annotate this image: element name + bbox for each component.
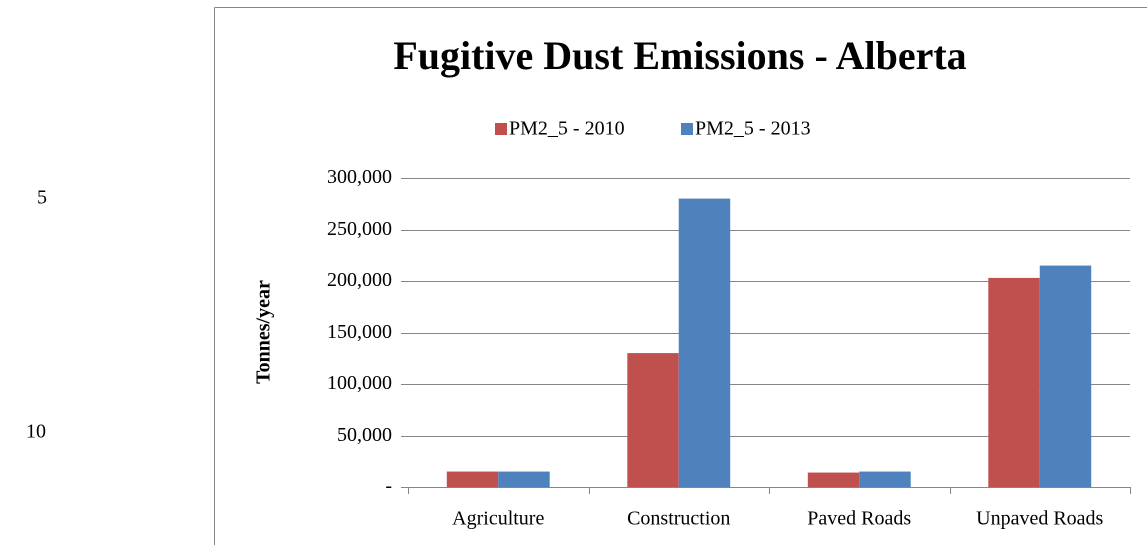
bar (988, 277, 1040, 487)
bar (859, 471, 911, 487)
x-tick-label: Construction (627, 508, 730, 530)
y-tick-label: 150,000 (327, 321, 392, 343)
y-axis-label: Tonnes/year (253, 280, 275, 384)
y-tick-label: 50,000 (337, 424, 392, 446)
y-tick-label: 250,000 (327, 218, 392, 240)
line-number: 5 (37, 187, 47, 209)
bar (1039, 265, 1092, 487)
line-number: 10 (26, 421, 46, 443)
legend-label: PM2_5 - 2013 (695, 118, 811, 140)
y-tick-label: 300,000 (327, 166, 392, 188)
bar (807, 472, 860, 487)
x-tick-label: Paved Roads (807, 508, 911, 530)
legend-swatch (495, 123, 507, 135)
bar (498, 471, 550, 487)
y-tick-label: 100,000 (327, 372, 392, 394)
legend-label: PM2_5 - 2010 (509, 118, 625, 140)
x-tick-label: Agriculture (452, 508, 544, 530)
chart-title: Fugitive Dust Emissions - Alberta (393, 33, 966, 78)
y-tick-label: 200,000 (327, 269, 392, 291)
legend-swatch (681, 123, 693, 135)
bar (446, 471, 499, 487)
bar (627, 353, 679, 487)
x-tick-label: Unpaved Roads (976, 508, 1103, 530)
y-tick-label: - (385, 475, 392, 497)
bar (678, 198, 731, 487)
